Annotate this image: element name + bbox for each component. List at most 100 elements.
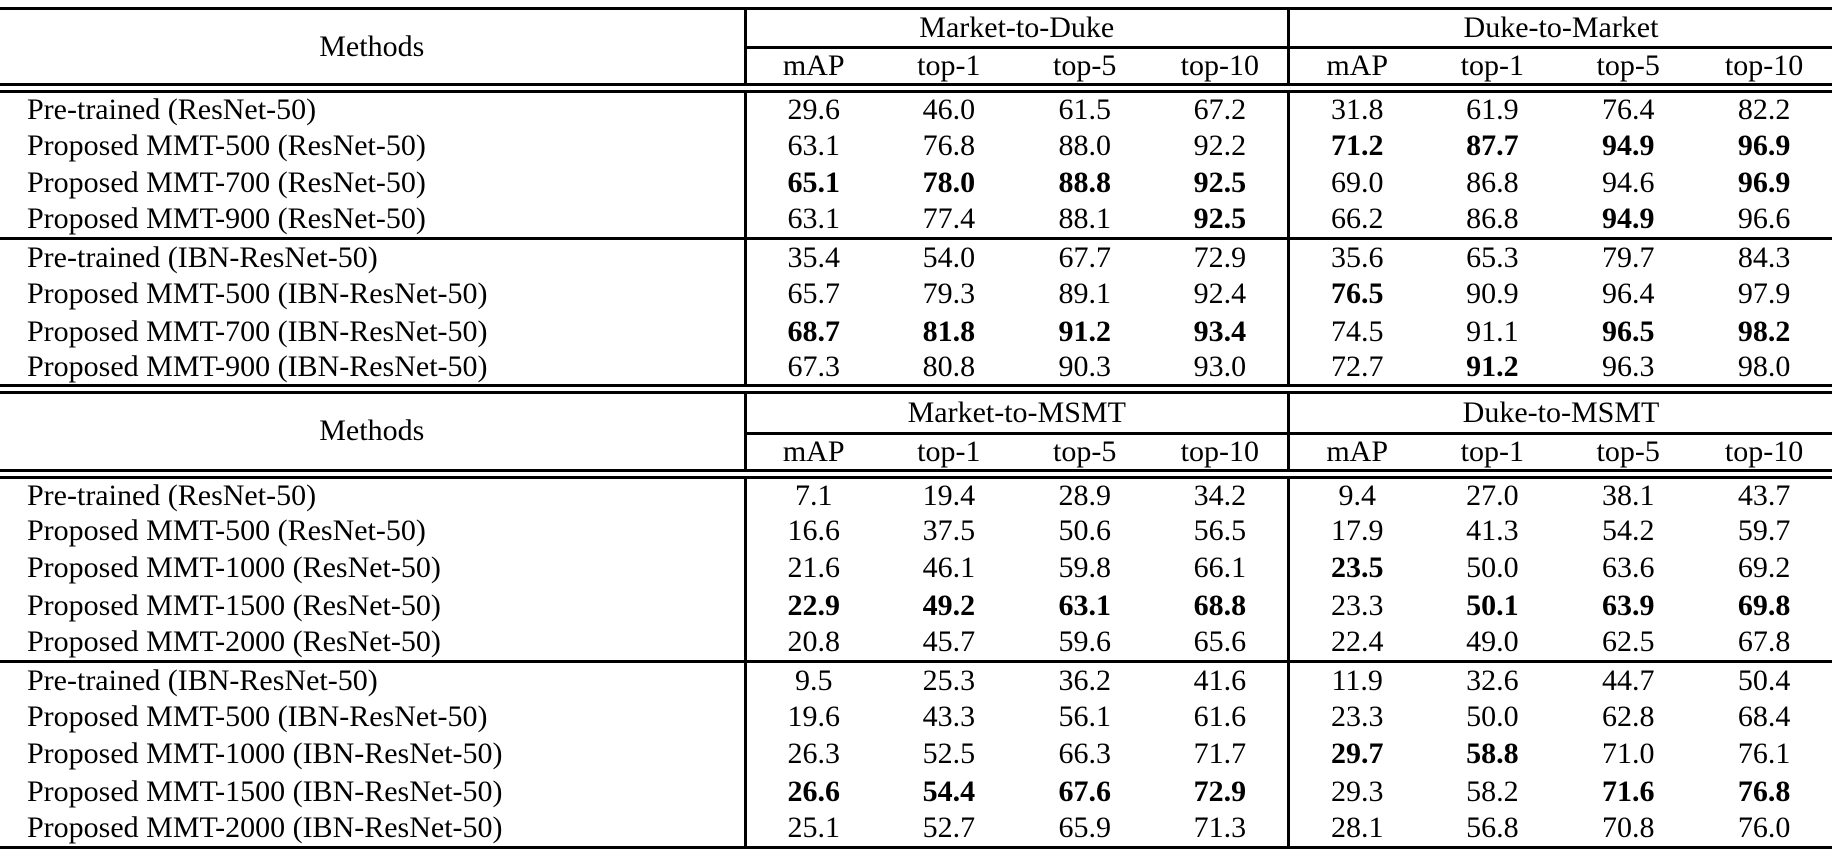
metric-value: 65.6 bbox=[1193, 625, 1247, 659]
metric-value: 9.5 bbox=[743, 659, 881, 699]
metric-value: 76.8 bbox=[922, 128, 976, 162]
metric-value: 17.9 bbox=[1287, 512, 1425, 550]
metric-value: 77.4 bbox=[922, 202, 976, 236]
table-section: Pre-trained (ResNet-50) 7.1 19.4 28.9 34.2 9.… bbox=[0, 473, 1832, 662]
metric-value: 62.5 bbox=[1601, 625, 1655, 659]
metric-value: 28.1 bbox=[1287, 810, 1425, 848]
metric-column-header: top-10 bbox=[1152, 47, 1289, 93]
table-row: Proposed MMT-900 (ResNet-50) 63.1 77.4 88.1… bbox=[0, 201, 1832, 239]
metric-value: 87.7 bbox=[1466, 128, 1519, 162]
table-row: Pre-trained (ResNet-50) 29.6 46.0 61.5 67.2 3… bbox=[0, 88, 1832, 127]
metric-column-header: mAP bbox=[1287, 47, 1425, 93]
metric-value: 69.8 bbox=[1737, 588, 1791, 622]
metric-value: 96.9 bbox=[1737, 128, 1791, 162]
metric-value: 92.2 bbox=[1193, 128, 1247, 162]
metric-value: 66.1 bbox=[1193, 551, 1247, 585]
metric-value: 72.9 bbox=[1193, 774, 1247, 808]
table-row: Proposed MMT-1500 (IBN-ResNet-50) 26.6 54.… bbox=[0, 772, 1832, 811]
metric-value: 49.0 bbox=[1466, 625, 1519, 659]
method-name: Proposed MMT-500 (IBN-ResNet-50) bbox=[27, 700, 488, 734]
table-row: Pre-trained (IBN-ResNet-50) 35.4 54.0 67.7 7… bbox=[0, 237, 1832, 276]
metric-value: 58.8 bbox=[1466, 737, 1519, 771]
metric-value: 35.4 bbox=[743, 237, 881, 276]
metric-column-header: top-5 bbox=[1560, 47, 1697, 93]
table-row: Proposed MMT-500 (ResNet-50) 63.1 76.8 88.0… bbox=[0, 127, 1832, 165]
metric-value: 27.0 bbox=[1466, 478, 1519, 512]
metric-value: 41.6 bbox=[1152, 659, 1289, 699]
metric-value: 43.3 bbox=[922, 700, 976, 734]
metric-value: 76.4 bbox=[1601, 93, 1655, 126]
metric-value: 91.1 bbox=[1466, 314, 1519, 348]
group-header-row: Methods Market-to-Duke Duke-to-Market bbox=[0, 8, 1832, 93]
method-name: Proposed MMT-1000 (ResNet-50) bbox=[27, 551, 441, 585]
table-row: Proposed MMT-500 (ResNet-50) 16.6 37.5 50.6… bbox=[0, 512, 1832, 550]
metric-value: 82.2 bbox=[1737, 93, 1791, 126]
metric-value: 62.8 bbox=[1601, 700, 1655, 734]
dataset-group-header: Market-to-Duke bbox=[743, 8, 1289, 49]
table-row: Proposed MMT-700 (IBN-ResNet-50) 68.7 81.8… bbox=[0, 312, 1832, 351]
metric-value: 66.2 bbox=[1287, 201, 1425, 239]
metric-column-header: top-5 bbox=[1016, 47, 1153, 93]
metric-value: 52.5 bbox=[922, 737, 976, 771]
metric-column-header: top-10 bbox=[1696, 47, 1832, 93]
metric-value: 61.6 bbox=[1193, 700, 1247, 734]
method-name: Proposed MMT-700 (ResNet-50) bbox=[27, 165, 426, 199]
metric-value: 19.4 bbox=[922, 478, 976, 512]
metric-value: 88.8 bbox=[1058, 165, 1111, 199]
table-section: Pre-trained (ResNet-50) 29.6 46.0 61.5 67.2 3… bbox=[0, 88, 1832, 239]
metric-value: 80.8 bbox=[922, 350, 976, 384]
metric-value: 7.1 bbox=[743, 473, 881, 513]
metric-value: 52.7 bbox=[922, 810, 976, 844]
metric-value: 54.4 bbox=[922, 774, 976, 808]
method-name: Proposed MMT-2000 (ResNet-50) bbox=[27, 625, 441, 659]
method-name: Proposed MMT-500 (IBN-ResNet-50) bbox=[27, 277, 488, 311]
metric-value: 76.5 bbox=[1287, 275, 1425, 313]
metric-value: 61.9 bbox=[1466, 93, 1519, 126]
table-row: Proposed MMT-500 (IBN-ResNet-50) 65.7 79.3… bbox=[0, 275, 1832, 313]
metric-column-header: mAP bbox=[743, 47, 881, 93]
methods-column-header: Methods bbox=[0, 8, 745, 93]
method-name: Proposed MMT-2000 (IBN-ResNet-50) bbox=[27, 810, 503, 844]
metric-value: 63.1 bbox=[1058, 588, 1111, 622]
metric-value: 34.2 bbox=[1193, 478, 1247, 512]
method-name: Pre-trained (ResNet-50) bbox=[27, 478, 317, 512]
table-row: Proposed MMT-1000 (ResNet-50) 21.6 46.1 59.… bbox=[0, 549, 1832, 587]
metric-column-header: top-5 bbox=[1016, 433, 1153, 479]
results-table-duke-market: Methods Market-to-Duke Duke-to-Market mAP to… bbox=[0, 7, 1832, 395]
table-section: Pre-trained (IBN-ResNet-50) 9.5 25.3 36.2 41… bbox=[0, 659, 1832, 848]
metric-value: 81.8 bbox=[922, 314, 976, 348]
metric-value: 49.2 bbox=[922, 588, 976, 622]
table-row: Proposed MMT-1000 (IBN-ResNet-50) 26.3 52.… bbox=[0, 735, 1832, 773]
metric-value: 46.0 bbox=[922, 93, 976, 126]
metric-column-header: top-5 bbox=[1560, 433, 1697, 479]
metric-value: 68.7 bbox=[743, 312, 881, 351]
metric-value: 94.9 bbox=[1601, 128, 1655, 162]
method-name: Pre-trained (IBN-ResNet-50) bbox=[0, 237, 745, 276]
metric-value: 11.9 bbox=[1287, 659, 1425, 699]
metric-value: 69.2 bbox=[1737, 551, 1791, 585]
metric-value: 91.2 bbox=[1466, 350, 1519, 384]
metric-value: 50.4 bbox=[1696, 659, 1832, 699]
table-header: Methods Market-to-MSMT Duke-to-MSMT mAP top-… bbox=[0, 394, 1832, 479]
metric-value: 67.8 bbox=[1737, 625, 1791, 659]
metric-value: 61.5 bbox=[1058, 93, 1111, 126]
method-name: Proposed MMT-1500 (IBN-ResNet-50) bbox=[27, 774, 503, 808]
metric-value: 94.9 bbox=[1601, 202, 1655, 236]
metric-value: 69.0 bbox=[1287, 164, 1425, 202]
metric-value: 41.3 bbox=[1466, 514, 1519, 548]
metric-value: 68.4 bbox=[1737, 700, 1791, 734]
metric-value: 67.3 bbox=[743, 350, 881, 390]
metric-value: 21.6 bbox=[743, 549, 881, 587]
metric-value: 91.2 bbox=[1058, 314, 1111, 348]
metric-value: 93.4 bbox=[1193, 314, 1247, 348]
metric-column-header: top-1 bbox=[1424, 433, 1561, 479]
metric-column-header: top-1 bbox=[1424, 47, 1561, 93]
metric-value: 9.4 bbox=[1287, 473, 1425, 513]
metric-column-header: mAP bbox=[743, 433, 881, 479]
metric-value: 50.0 bbox=[1466, 551, 1519, 585]
metric-value: 28.9 bbox=[1058, 478, 1111, 512]
metric-value: 45.7 bbox=[922, 625, 976, 659]
metric-value: 71.6 bbox=[1601, 774, 1655, 808]
metric-value: 96.3 bbox=[1601, 350, 1655, 384]
metric-value: 56.1 bbox=[1058, 700, 1111, 734]
